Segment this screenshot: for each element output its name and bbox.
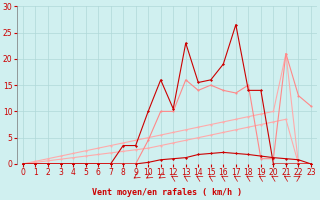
X-axis label: Vent moyen/en rafales ( km/h ): Vent moyen/en rafales ( km/h ) <box>92 188 242 197</box>
